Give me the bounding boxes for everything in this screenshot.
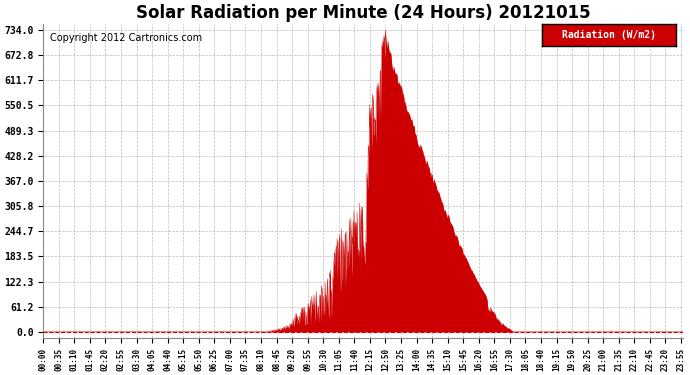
Title: Solar Radiation per Minute (24 Hours) 20121015: Solar Radiation per Minute (24 Hours) 20… [136, 4, 591, 22]
Text: Copyright 2012 Cartronics.com: Copyright 2012 Cartronics.com [50, 33, 201, 43]
